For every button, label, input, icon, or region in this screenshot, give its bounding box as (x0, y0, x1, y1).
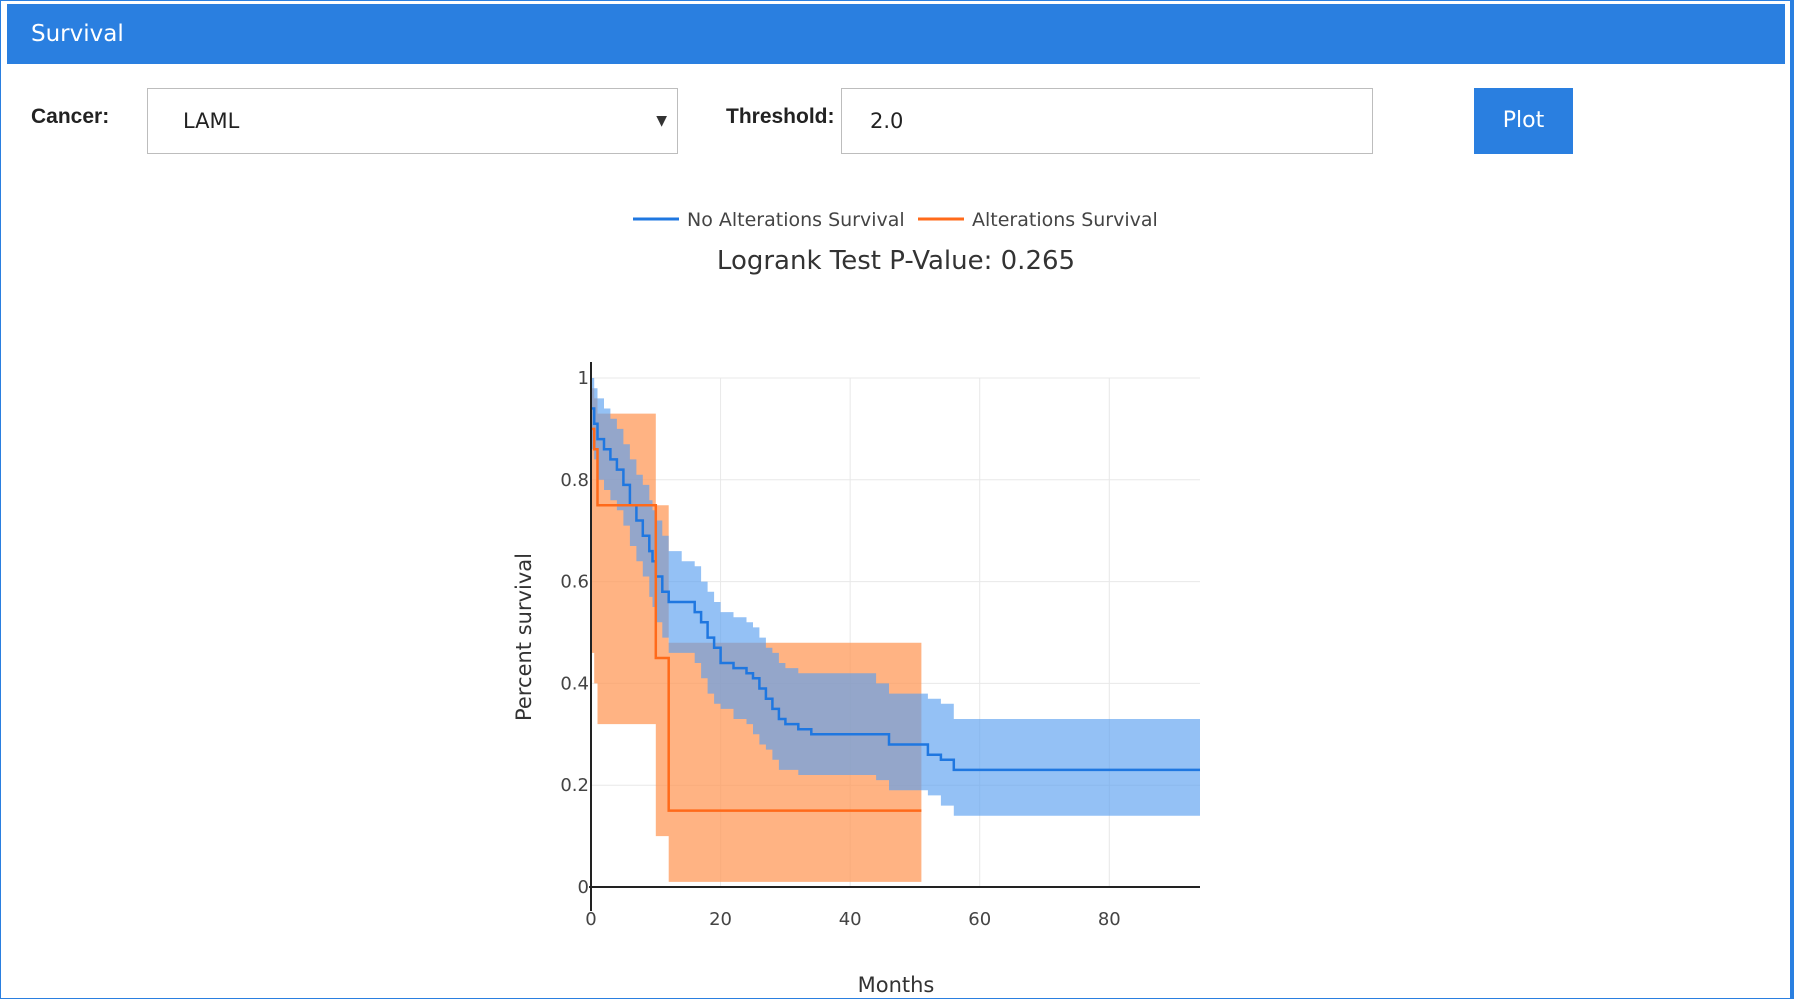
chevron-down-icon: ▼ (656, 113, 667, 129)
threshold-label: Threshold: (726, 105, 835, 128)
chart-axes: 0 20 40 60 80 0 0.2 0.4 0.6 0.8 1 (560, 362, 1200, 930)
panel-border (1790, 1, 1793, 998)
survival-line-no-alterations[interactable] (591, 407, 1200, 772)
x-tick-label: 40 (839, 909, 862, 930)
confidence-band-no-alterations (591, 378, 1200, 816)
cancer-select[interactable]: LAML ▼ (147, 88, 678, 154)
x-axis-label: Months (858, 973, 935, 997)
legend-label-no-alterations[interactable]: No Alterations Survival (687, 209, 905, 231)
y-tick-label: 1 (578, 368, 589, 389)
chart-legend[interactable]: No Alterations Survival Alterations Surv… (633, 209, 1158, 231)
survival-lines (591, 407, 1200, 812)
x-tick-label: 60 (968, 909, 991, 930)
panel-title: Survival (7, 4, 1785, 64)
cancer-label: Cancer: (31, 105, 110, 128)
threshold-value: 2.0 (870, 109, 904, 133)
y-tick-label: 0.8 (560, 470, 589, 491)
threshold-input[interactable]: 2.0 (841, 88, 1373, 154)
x-tick-label: 20 (709, 909, 732, 930)
y-axis-label: Percent survival (512, 553, 536, 721)
y-tick-label: 0.2 (560, 775, 589, 796)
confidence-bands (591, 378, 1200, 882)
cancer-select-value: LAML (183, 109, 240, 133)
y-tick-label: 0.6 (560, 572, 589, 593)
y-tick-label: 0.4 (560, 673, 589, 694)
chart-title: Logrank Test P-Value: 0.265 (717, 246, 1075, 276)
survival-line-alterations[interactable] (591, 427, 922, 812)
legend-label-alterations[interactable]: Alterations Survival (972, 209, 1158, 231)
x-tick-label: 80 (1098, 909, 1121, 930)
y-tick-label: 0 (578, 877, 589, 898)
x-tick-label: 0 (585, 909, 596, 930)
plot-button[interactable]: Plot (1474, 88, 1573, 154)
